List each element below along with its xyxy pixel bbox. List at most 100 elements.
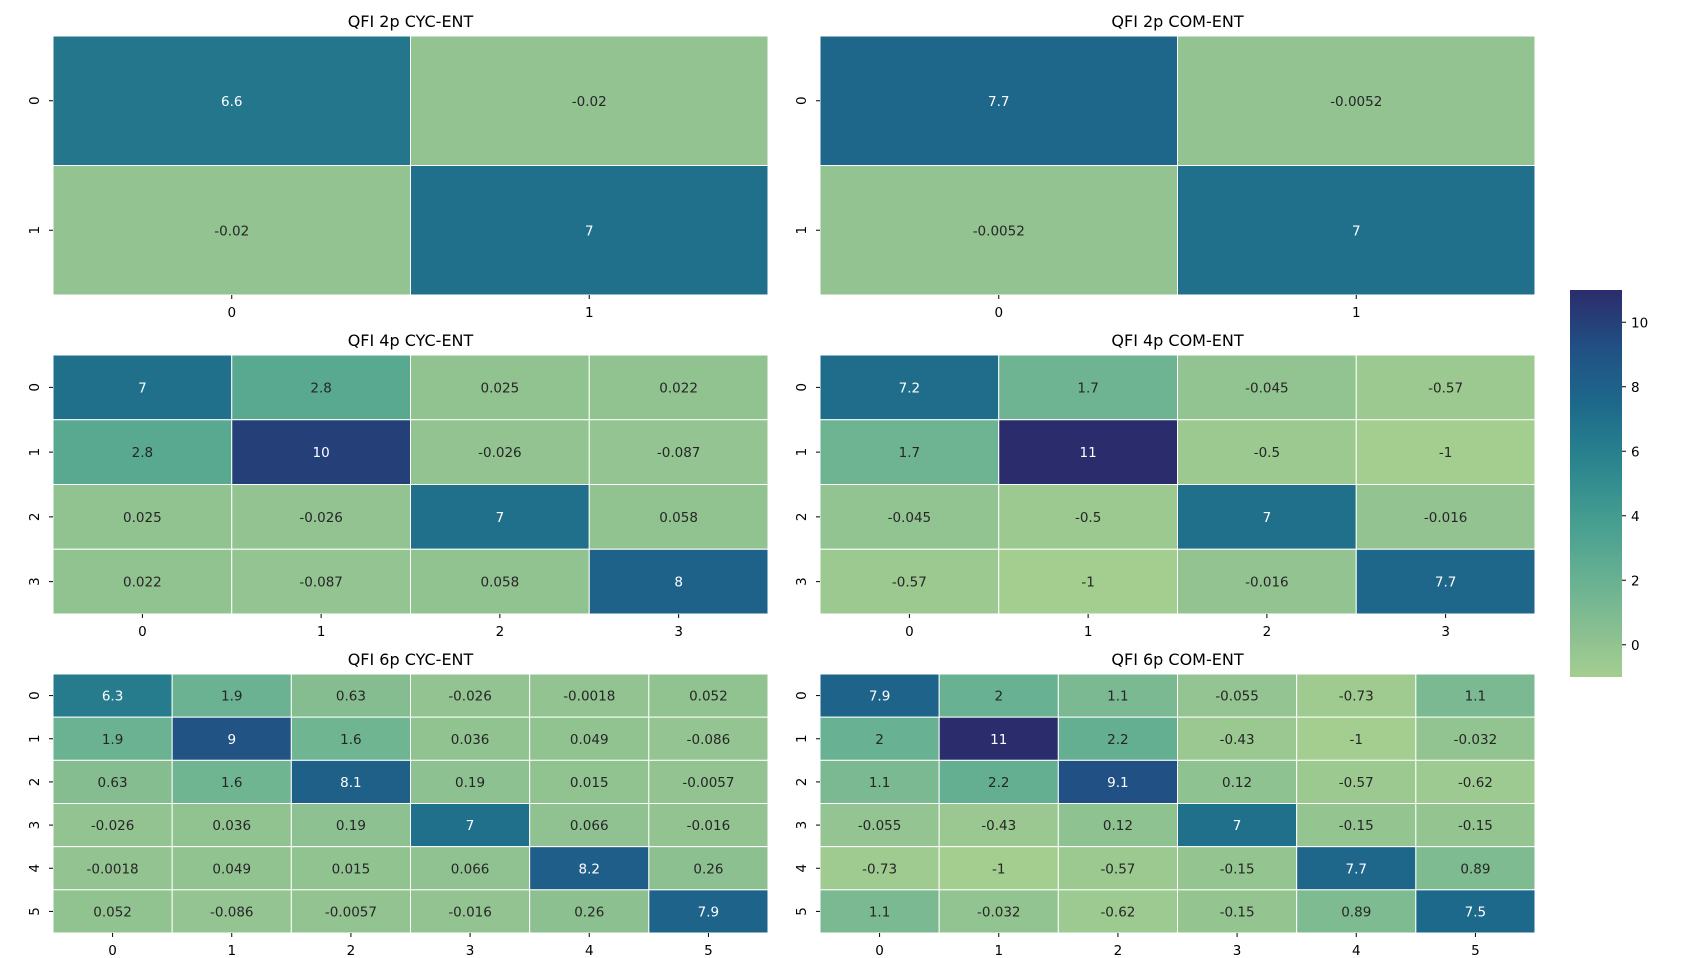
panel-5-cell-4-4 [1296,846,1417,891]
panel-2-cell-1-3 [588,419,769,485]
panel-4-cell-label-2-1: 1.6 [221,775,242,791]
panel-2-cell-label-2-2: 7 [496,510,505,526]
panel-1-cell-label-0-0: 7.7 [988,94,1009,110]
panel-4-cell-5-2 [290,889,412,934]
panel-0-ytick-label-1: 1 [27,226,43,235]
panel-2-cell-0-2 [410,354,590,421]
panel-0-cell-label-1-1: 7 [585,223,594,239]
panel-3-xtick-label-2: 2 [1263,624,1272,640]
panel-3-cell-3-3 [1355,548,1536,615]
panel-2-title: QFI 4p CYC-ENT [348,331,474,350]
panel-4-cell-3-3 [410,803,531,848]
panel-1-xtick-label-0: 0 [994,305,1003,321]
panel-5-cell-3-0 [819,803,940,848]
panel-3-ytick-label-2: 2 [794,513,810,522]
panel-5-ytick-label-5: 5 [794,907,810,916]
panel-1-xtick-label-1: 1 [1352,305,1361,321]
panel-5-cell-label-2-5: -0.62 [1458,775,1493,791]
panel-5-cell-label-0-0: 7.9 [869,689,890,705]
panel-4-cell-5-5 [648,889,769,934]
panel-1-cell-1-0 [819,165,1178,296]
panel-4-cell-label-4-1: 0.049 [212,861,251,877]
panel-5-cell-label-5-5: 7.5 [1465,904,1486,920]
panel-5-cell-1-3 [1177,716,1298,761]
panel-5-cell-4-3 [1177,846,1298,891]
panel-1-cell-0-1 [1177,35,1536,166]
panel-5-cell-label-1-2: 2.2 [1107,732,1128,748]
colorbar-tick-label-0: 0 [1631,638,1640,654]
panel-2-cell-label-0-2: 0.025 [481,380,520,396]
panel-5-xtick-label-3: 3 [1233,943,1242,958]
panel-3-cell-label-3-0: -0.57 [892,575,927,591]
panel-4-xtick-label-2: 2 [347,943,356,958]
panel-5-cell-label-0-2: 1.1 [1107,689,1128,705]
panel-5-cell-label-3-0: -0.055 [858,818,902,834]
panel-5-cell-label-4-2: -0.57 [1100,861,1135,877]
panel-1-cell-label-1-0: -0.0052 [973,223,1025,239]
panel-3-xtick-label-1: 1 [1084,624,1093,640]
panel-3-cell-1-3 [1355,419,1536,485]
panel-5-cell-5-2 [1057,889,1179,934]
panel-4-cell-label-0-4: -0.0018 [563,689,615,705]
panel-4-cell-label-2-2: 8.1 [340,775,361,791]
panel-4-cell-label-0-0: 6.3 [102,689,123,705]
panel-5-cell-4-5 [1415,846,1536,891]
panel-5-cell-2-0 [819,759,940,804]
panel-4-title: QFI 6p CYC-ENT [348,650,474,669]
panel-1-cell-label-0-1: -0.0052 [1330,94,1382,110]
panel-3-cell-2-0 [819,484,1000,550]
panel-0-cell-label-1-0: -0.02 [214,223,249,239]
panel-4-cell-5-4 [529,889,650,934]
panel-3-cell-label-0-1: 1.7 [1077,380,1098,396]
panel-0-title: QFI 2p CYC-ENT [348,12,474,31]
panel-4-cell-label-0-1: 1.9 [221,689,242,705]
panel-2-cell-1-2 [410,419,590,485]
panel-3-cell-label-0-3: -0.57 [1428,380,1463,396]
panel-2-cell-label-1-1: 10 [313,445,330,461]
panel-3-cell-label-2-2: 7 [1263,510,1272,526]
panel-5-cell-label-1-4: -1 [1350,732,1363,748]
panel-3-cell-label-3-3: 7.7 [1435,575,1456,591]
panel-2-ytick-label-1: 1 [27,448,43,457]
panel-3-xtick-label-0: 0 [905,624,914,640]
panel-5-xtick-label-5: 5 [1471,943,1480,958]
panel-4-cell-label-0-5: 0.052 [689,689,728,705]
panel-0-cell-0-1 [410,35,769,166]
panel-2-ytick-label-0: 0 [27,383,43,392]
panel-2-cell-label-3-3: 8 [674,575,683,591]
panel-3-ytick-label-1: 1 [794,448,810,457]
panel-4-cell-5-1 [171,889,292,934]
panel-4-ytick-label-3: 3 [27,821,43,830]
panel-4-cell-2-5 [648,759,769,804]
panel-4-cell-label-4-2: 0.015 [332,861,371,877]
panel-5-cell-0-5 [1415,673,1536,718]
panel-4-cell-label-0-3: -0.026 [448,689,492,705]
panel-5-cell-label-2-1: 2.2 [988,775,1009,791]
panel-3-cell-label-1-1: 11 [1080,445,1097,461]
panel-4-cell-1-3 [410,716,531,761]
panel-4-cell-2-3 [410,759,531,804]
panel-3-cell-label-3-2: -0.016 [1245,575,1289,591]
panel-3-cell-label-0-2: -0.045 [1245,380,1289,396]
panel-4-xtick-label-5: 5 [704,943,713,958]
panel-5-cell-label-3-4: -0.15 [1339,818,1374,834]
panel-2-cell-3-2 [410,548,590,615]
panel-0-cell-1-1 [410,165,769,296]
panel-4-cell-label-2-0: 0.63 [98,775,128,791]
panel-5-ytick-label-2: 2 [794,778,810,787]
colorbar-tick-label-5: 10 [1631,315,1648,331]
panel-4-cell-label-3-2: 0.19 [336,818,366,834]
panel-4-cell-label-4-3: 0.066 [451,861,490,877]
panel-1-cell-1-1 [1177,165,1536,296]
panel-5-cell-5-0 [819,889,940,934]
panel-5-cell-label-1-3: -0.43 [1220,732,1255,748]
panel-4-cell-label-1-2: 1.6 [340,732,361,748]
panel-4-ytick-label-0: 0 [27,691,43,700]
panel-3-cell-label-2-3: -0.016 [1424,510,1468,526]
panel-2-cell-1-0 [52,419,233,485]
panel-4-cell-label-1-4: 0.049 [570,732,609,748]
panel-2-cell-1-1 [231,419,411,485]
panel-5-cell-4-2 [1057,846,1179,891]
panel-4-cell-0-5 [648,673,769,718]
panel-0-cell-0-0 [52,35,411,166]
